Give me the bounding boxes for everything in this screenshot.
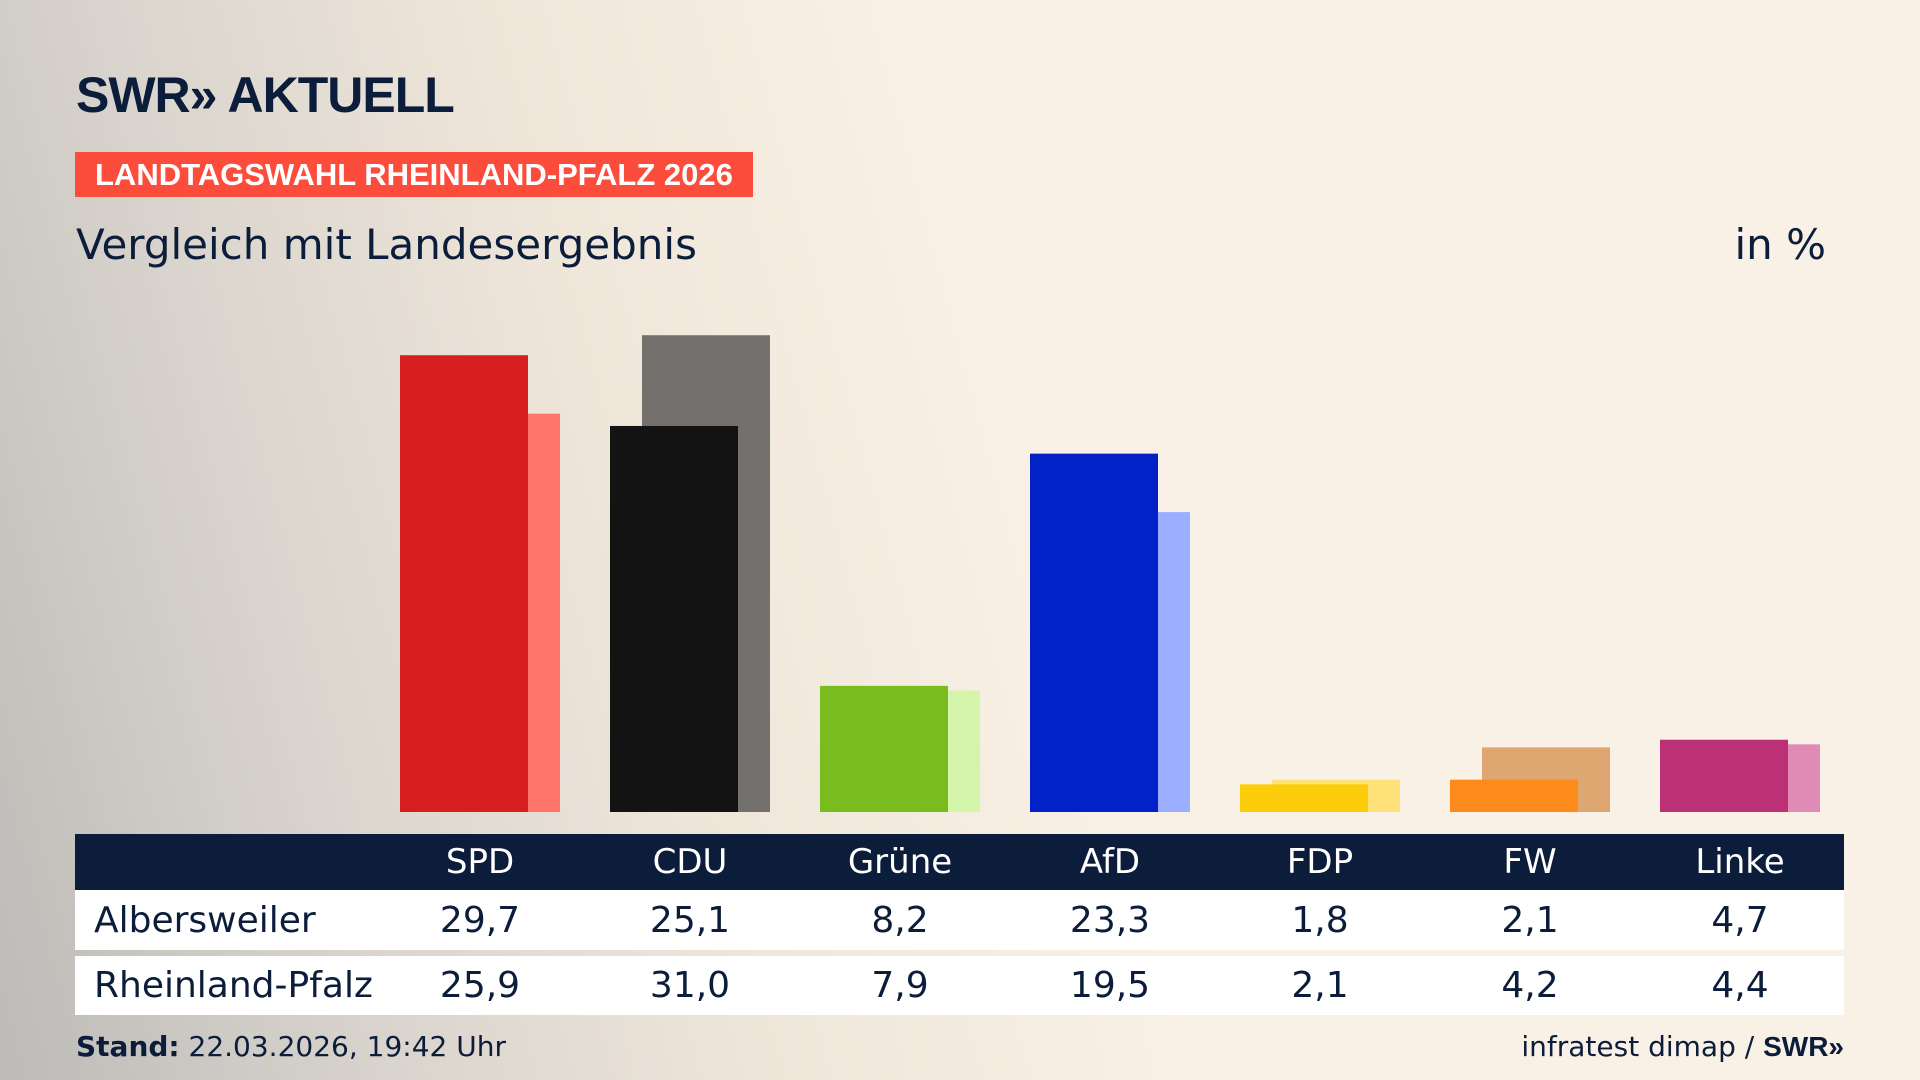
column-header: FDP [1286,842,1354,882]
column-header: AfD [1079,842,1141,882]
swr-aktuell-logo: SWR» AKTUELL [76,66,455,124]
logo-text: SWR» AKTUELL [76,67,455,123]
table-cell: 25,9 [439,965,521,1006]
bar-spd-local [400,355,528,812]
bar-afd-local [1030,453,1158,812]
table-header: SPD CDU Grüne AfD FDP FW Linke [75,834,1844,890]
table-row: Rheinland-Pfalz 25,9 31,0 7,9 19,5 2,1 4,2 4,4 [75,956,1844,1015]
stand-label: Stand: [76,1030,180,1063]
bar-fdp-local [1240,784,1368,812]
table-cell: 29,7 [439,899,521,941]
swr-logo: SWR» [1763,1031,1844,1062]
bar-linke-local [1660,739,1788,812]
source-text: infratest dimap / [1521,1030,1764,1063]
table-cell: 2,1 [1291,965,1349,1006]
table-cell: 4,7 [1711,899,1769,941]
election-banner: LANDTAGSWAHL RHEINLAND-PFALZ 2026 [75,152,753,197]
bar-chart [400,335,1820,812]
table-cell: 8,2 [871,899,929,941]
results-table: SPD CDU Grüne AfD FDP FW Linke Albersweiler 29,… [75,834,1844,1015]
table-row: Albersweiler 29,7 25,1 8,2 23,3 1,8 2,1 4,7 [75,890,1844,950]
timestamp: Stand: 22.03.2026, 19:42 Uhr [76,1030,506,1063]
table-cell: 4,4 [1711,965,1769,1006]
table-cell: 7,9 [871,965,929,1006]
table-cell: 4,2 [1501,965,1559,1006]
column-header: Grüne [847,842,953,882]
source: infratest dimap / SWR» [1521,1030,1844,1063]
bar-fw-local [1450,779,1578,812]
row-label: Albersweiler [94,899,316,941]
table-cell: 31,0 [649,965,731,1006]
table-cell: 2,1 [1501,899,1559,941]
chart-subtitle: Vergleich mit Landesergebnis [76,220,697,269]
row-label: Rheinland-Pfalz [94,965,373,1006]
column-header: CDU [652,842,728,882]
table-cell: 1,8 [1291,899,1349,941]
bar-cdu-local [610,425,738,812]
table-cell: 23,3 [1069,899,1151,941]
stand-value: 22.03.2026, 19:42 Uhr [179,1030,506,1063]
unit-label: in % [1734,220,1826,269]
table-cell: 19,5 [1069,965,1151,1006]
column-header: FW [1503,842,1557,882]
column-header: Linke [1695,842,1785,882]
table-cell: 25,1 [649,899,731,941]
bar-grüne-local [820,685,948,812]
column-header: SPD [445,842,515,882]
